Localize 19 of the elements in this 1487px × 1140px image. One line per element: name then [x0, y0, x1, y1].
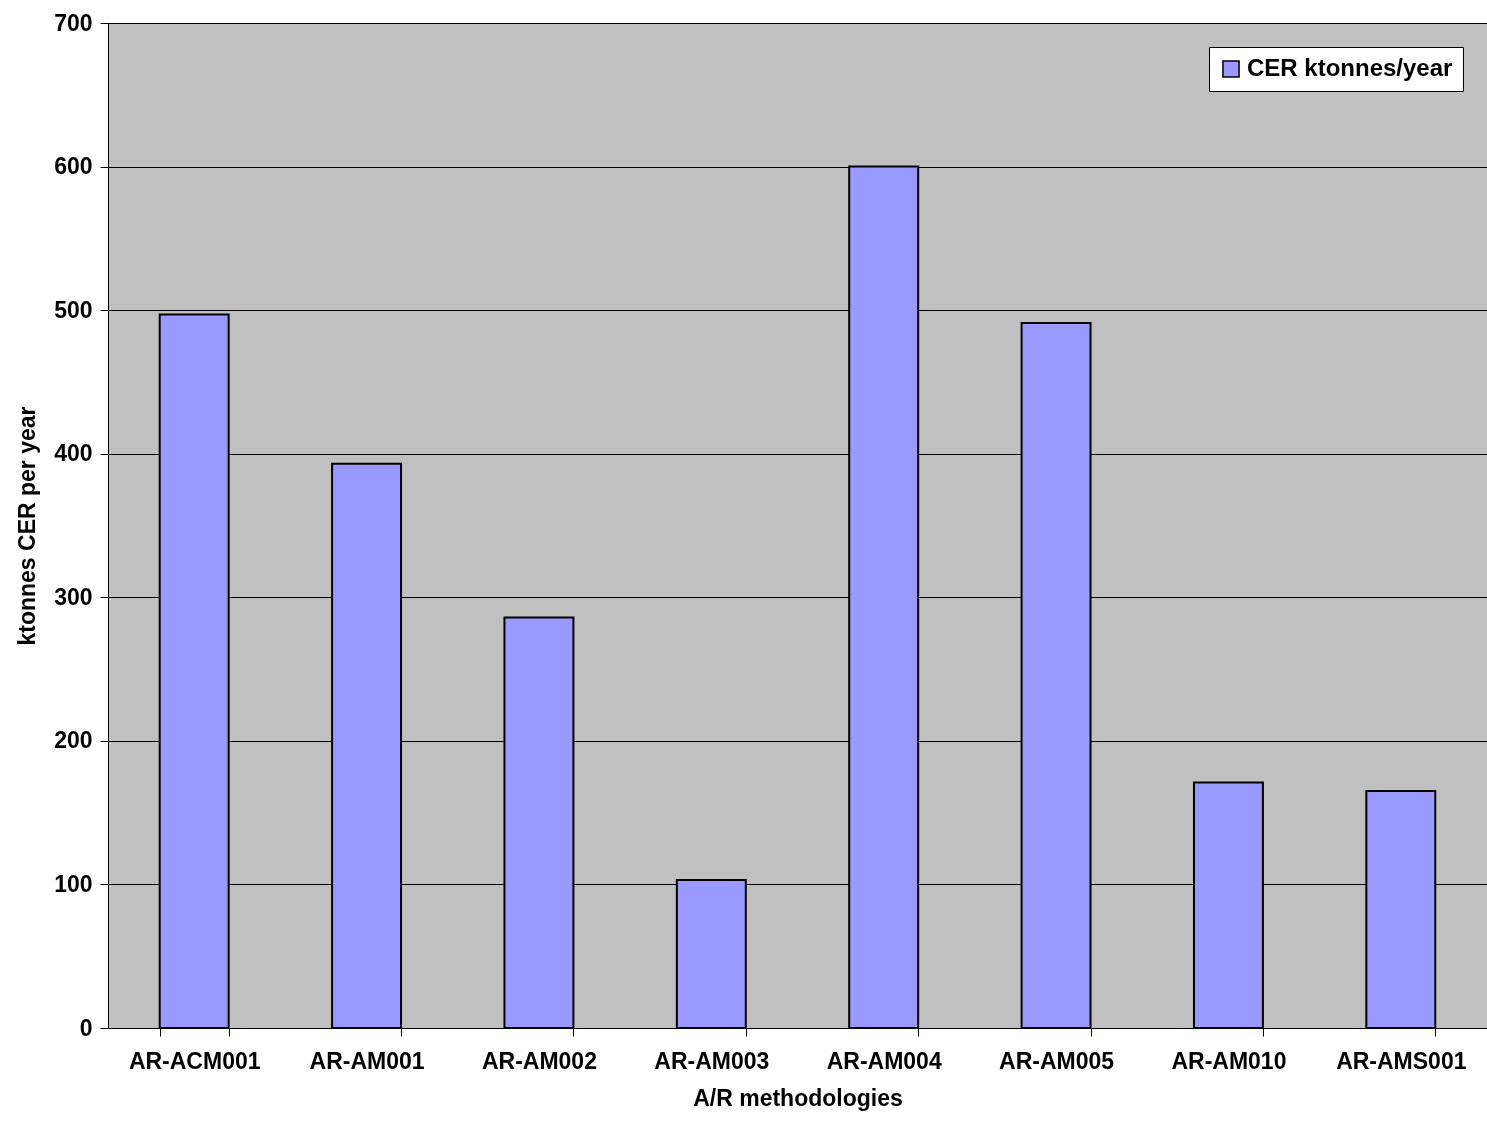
- x-tick-label: AR-AM001: [309, 1047, 425, 1074]
- y-tick-label: 0: [79, 1014, 93, 1041]
- y-tick-label: 700: [54, 9, 93, 36]
- x-tick-label: AR-AM003: [654, 1047, 770, 1074]
- x-tick-label: AR-AMS001: [1336, 1047, 1467, 1074]
- x-tick-label: AR-AM010: [1171, 1047, 1287, 1074]
- x-tick-label: AR-AM002: [481, 1047, 597, 1074]
- legend-label: CER ktonnes/year: [1247, 54, 1453, 81]
- y-tick-label: 200: [54, 727, 93, 754]
- y-tick-label: 500: [54, 296, 93, 323]
- x-tick-label: AR-AM004: [826, 1047, 942, 1074]
- y-tick-label: 600: [54, 153, 93, 180]
- x-axis-title: A/R methodologies: [693, 1084, 903, 1111]
- y-tick-label: 100: [54, 870, 93, 897]
- y-axis-title: ktonnes CER per year: [14, 406, 41, 646]
- x-tick-label: AR-ACM001: [128, 1047, 261, 1074]
- x-tick-label: AR-AM005: [999, 1047, 1115, 1074]
- y-tick-label: 400: [54, 440, 93, 467]
- y-tick-label: 300: [54, 583, 93, 610]
